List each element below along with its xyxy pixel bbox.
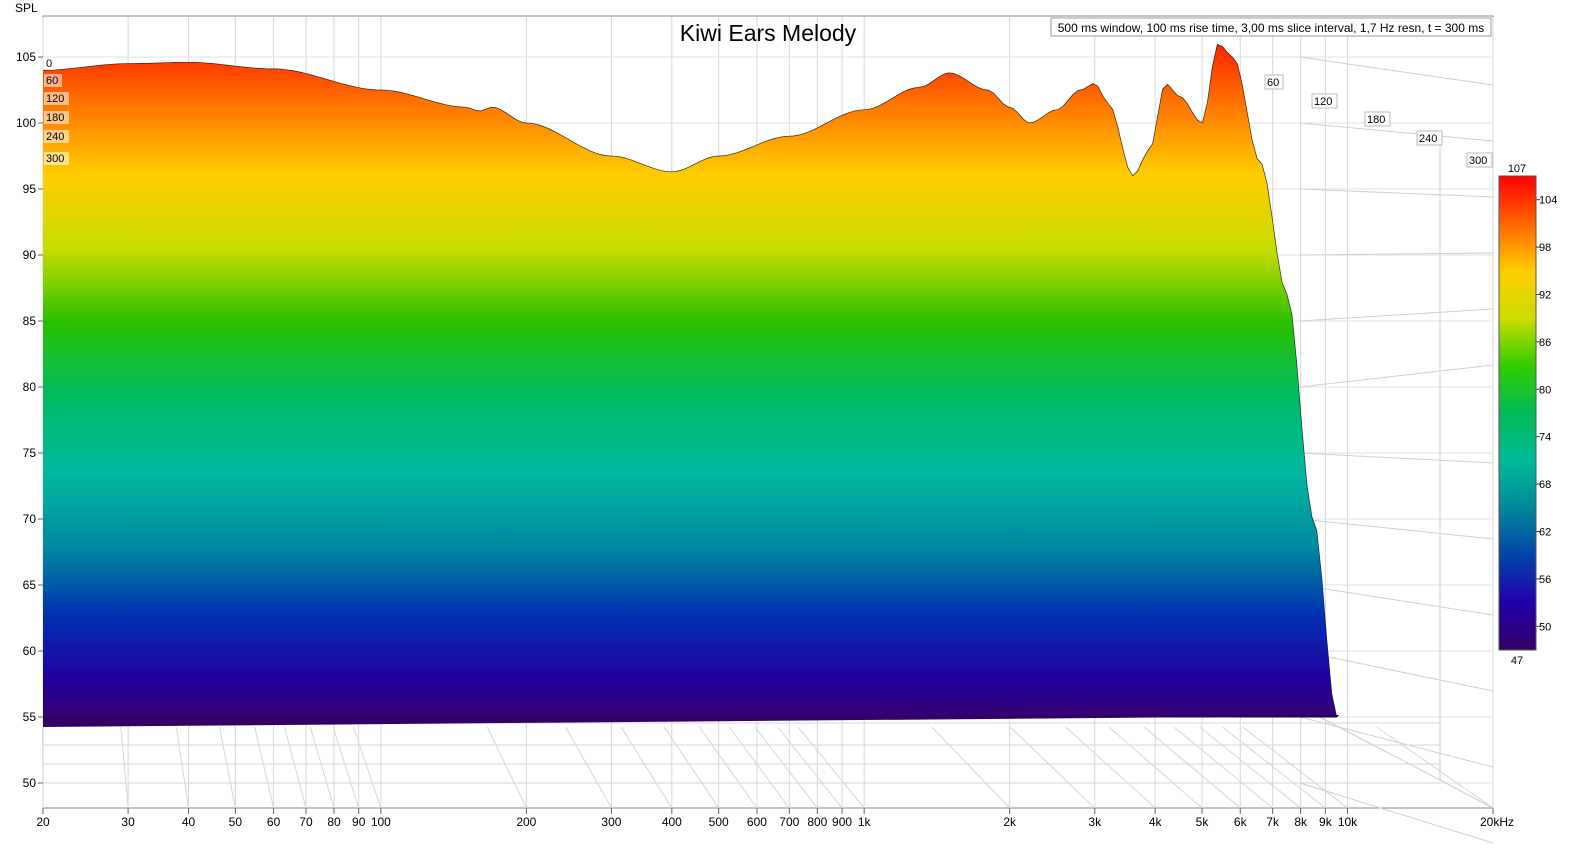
- time-tick-label-right: 120: [1314, 96, 1332, 108]
- y-tick-label: 90: [23, 248, 37, 262]
- x-tick-label: 5k: [1196, 815, 1210, 829]
- x-tick-label: 70: [299, 815, 313, 829]
- x-tick-label: 90: [352, 815, 366, 829]
- time-tick-label-right: 240: [1419, 133, 1437, 145]
- x-tick-label: 600: [747, 815, 767, 829]
- info-text: 500 ms window, 100 ms rise time, 3,00 ms…: [1058, 21, 1485, 35]
- x-tick-label: 9k: [1319, 815, 1333, 829]
- y-axis: 105 100 95 90 85 80 75 70 65 60 55 50: [16, 50, 43, 790]
- x-tick-label: 800: [807, 815, 827, 829]
- time-tick-label-right: 300: [1469, 155, 1487, 167]
- time-tick-label-left: 180: [46, 112, 64, 124]
- y-tick-label: 80: [23, 380, 37, 394]
- y-tick-label: 60: [23, 644, 37, 658]
- x-tick-label: 1k: [858, 815, 872, 829]
- y-tick-label: 85: [23, 314, 37, 328]
- time-tick-label-left: 300: [46, 153, 64, 165]
- colorbar-tick-label: 56: [1539, 574, 1551, 586]
- x-tick-label: 500: [709, 815, 729, 829]
- x-tick-label: 900: [832, 815, 852, 829]
- colorbar-tick-label: 80: [1539, 384, 1551, 396]
- x-axis: 20 30 40 50 60 70 80 90 100 200 300 400 500 600 700 800…: [36, 808, 1514, 829]
- colorbar-tick-label: 62: [1539, 527, 1551, 539]
- time-tick-label-left: 240: [46, 131, 64, 143]
- y-tick-label: 65: [23, 578, 37, 592]
- colorbar-tick-label: 98: [1539, 242, 1551, 254]
- y-tick-label: 75: [23, 446, 37, 460]
- x-tick-label: 50: [229, 815, 243, 829]
- time-tick-label-left: 60: [46, 75, 58, 87]
- colorbar-tick-label: 86: [1539, 337, 1551, 349]
- time-tick-label-left: 0: [46, 58, 52, 70]
- colorbar-tick-label: 68: [1539, 479, 1551, 491]
- x-tick-label: 3k: [1088, 815, 1102, 829]
- colorbar-tick-label: 50: [1539, 621, 1551, 633]
- x-tick-label: 40: [182, 815, 196, 829]
- y-tick-label: 50: [23, 776, 37, 790]
- x-tick-label: 10k: [1338, 815, 1358, 829]
- x-tick-label: 80: [327, 815, 341, 829]
- x-tick-label: 200: [516, 815, 536, 829]
- time-tick-label-right: 180: [1367, 114, 1385, 126]
- x-tick-label: 300: [601, 815, 621, 829]
- x-tick-label: 4k: [1149, 815, 1163, 829]
- x-tick-label: 700: [779, 815, 799, 829]
- y-tick-label: 55: [23, 710, 37, 724]
- time-tick-label-right: 60: [1267, 77, 1279, 89]
- colorbar-gradient: [1499, 176, 1536, 650]
- colorbar-tick-label: 74: [1539, 432, 1551, 444]
- chart-title: Kiwi Ears Melody: [680, 20, 857, 46]
- y-tick-label: 105: [16, 50, 36, 64]
- x-tick-label: 30: [121, 815, 135, 829]
- y-tick-label: 95: [23, 182, 37, 196]
- y-tick-label: 70: [23, 512, 37, 526]
- x-tick-label: 20: [36, 815, 50, 829]
- x-tick-label: 6k: [1234, 815, 1248, 829]
- colorbar-tick-label: 47: [1511, 655, 1523, 667]
- x-tick-label: 8k: [1294, 815, 1308, 829]
- colorbar-tick-label: 107: [1508, 163, 1526, 175]
- colorbar-tick-label: 104: [1539, 195, 1557, 207]
- x-tick-label: 7k: [1266, 815, 1280, 829]
- colorbar-tick-label: 92: [1539, 290, 1551, 302]
- time-tick-label-left: 120: [46, 93, 64, 105]
- colorbar: 107 104 98 92 86 80 74 68 62 56 50 47: [1499, 163, 1557, 667]
- y-axis-label: SPL: [15, 1, 38, 15]
- x-tick-label: 2k: [1003, 815, 1017, 829]
- y-tick-label: 100: [16, 116, 36, 130]
- x-tick-label: 100: [371, 815, 391, 829]
- x-tick-label: 60: [267, 815, 281, 829]
- x-tick-label: 400: [662, 815, 682, 829]
- x-tick-label: 20kHz: [1480, 815, 1514, 829]
